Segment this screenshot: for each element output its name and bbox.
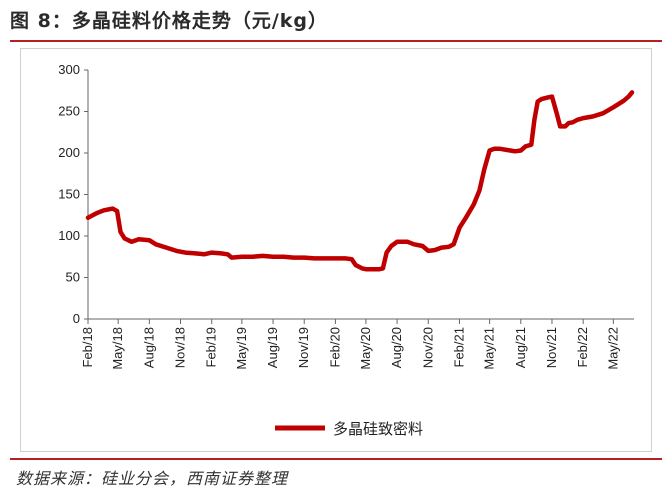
y-tick-label: 150 [58, 187, 80, 202]
x-tick-label: Feb/22 [575, 327, 590, 367]
legend-label: 多晶硅致密料 [333, 420, 423, 438]
y-tick-label: 250 [58, 104, 80, 119]
legend: 多晶硅致密料 [275, 420, 423, 438]
x-tick-label: Aug/21 [513, 327, 528, 368]
y-tick-label: 200 [58, 145, 80, 160]
x-tick-label: May/18 [110, 327, 125, 370]
chart-frame [20, 48, 652, 452]
y-tick-label: 300 [58, 62, 80, 77]
x-axis: Feb/18 May/18 Aug/18 Nov/18 Feb/19 May/19 Aug/… [80, 318, 634, 370]
x-tick-label: Aug/20 [389, 327, 404, 368]
x-tick-label: Aug/18 [141, 327, 156, 368]
x-tick-label: May/21 [482, 327, 497, 370]
y-tick-label: 50 [66, 270, 80, 285]
x-tick-label: Nov/21 [544, 327, 559, 368]
chart-title: 图 8：多晶硅料价格走势（元/kg） [10, 10, 329, 32]
x-tick-label: Feb/18 [80, 327, 95, 367]
x-tick-label: Nov/18 [173, 327, 188, 368]
series-layer [85, 90, 635, 272]
y-axis: 0 50 100 150 200 250 300 [58, 62, 89, 326]
x-tick-label: May/22 [605, 327, 620, 370]
x-tick-label: Aug/19 [265, 327, 280, 368]
x-tick-label: Feb/19 [204, 327, 219, 367]
title-divider [10, 40, 662, 42]
x-tick-label: Nov/20 [420, 327, 435, 368]
x-tick-label: Feb/20 [327, 327, 342, 367]
y-tick-label: 0 [73, 311, 80, 326]
y-tick-label: 100 [58, 228, 80, 243]
x-tick-label: Feb/21 [451, 327, 466, 367]
series-line [85, 90, 635, 272]
x-tick-label: Nov/19 [296, 327, 311, 368]
x-tick-label: May/19 [234, 327, 249, 370]
source-divider [10, 458, 662, 460]
x-tick-label: May/20 [358, 327, 373, 370]
source-note: 数据来源：硅业分会，西南证券整理 [16, 469, 289, 488]
